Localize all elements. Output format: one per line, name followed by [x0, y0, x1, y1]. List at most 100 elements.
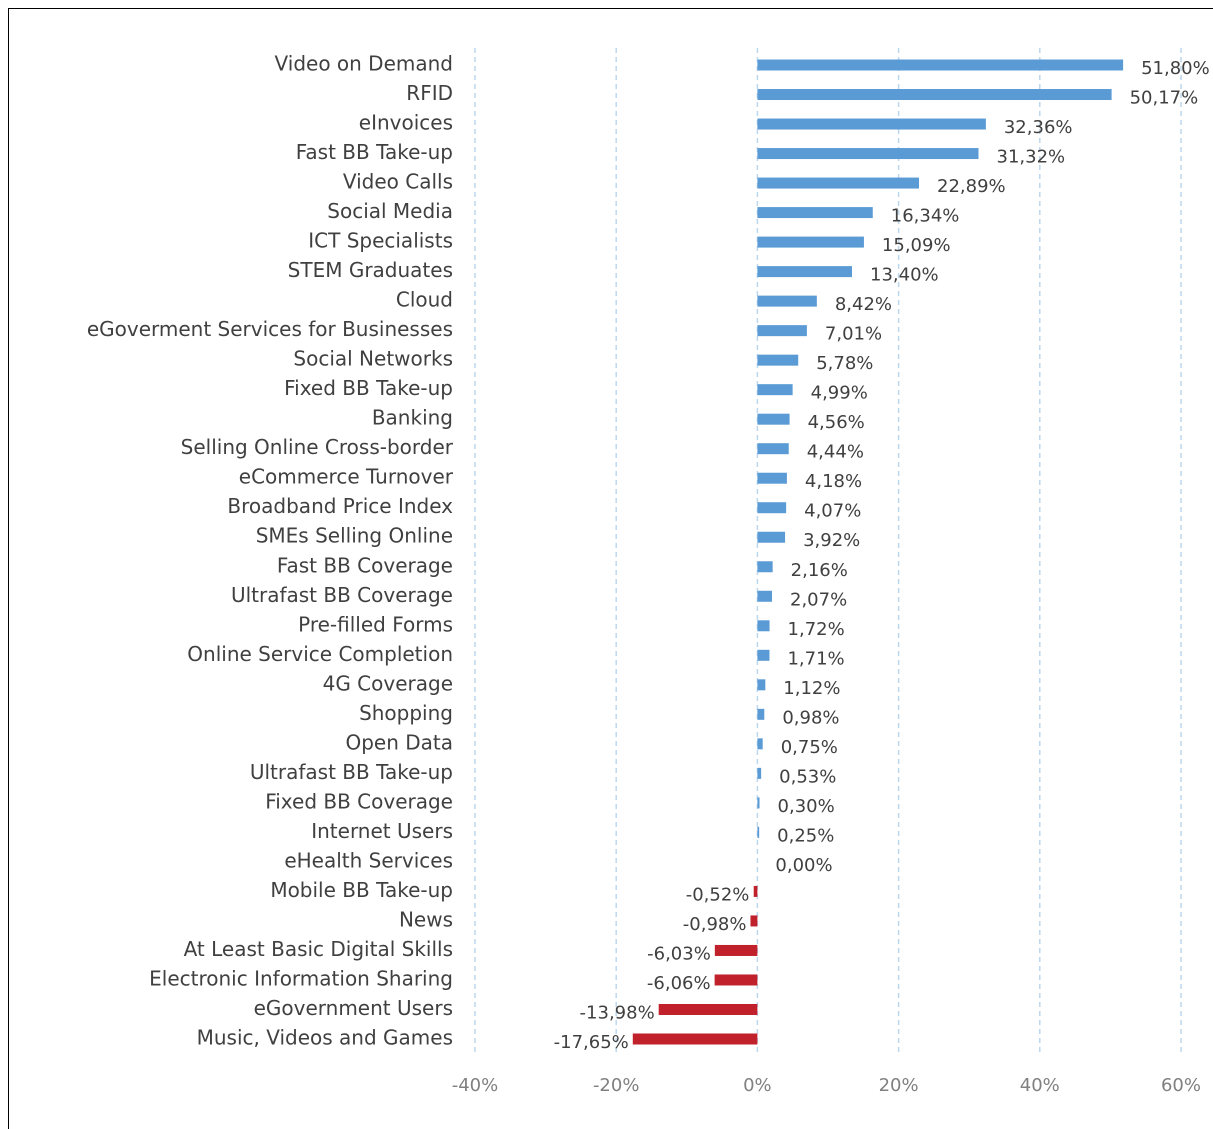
- value-label: 0,30%: [778, 796, 835, 817]
- value-label: 5,78%: [816, 353, 873, 374]
- value-label: 32,36%: [1004, 117, 1073, 138]
- y-tick-label: Mobile BB Take-up: [270, 878, 453, 902]
- bar: [714, 944, 758, 956]
- y-tick-label: Open Data: [345, 730, 453, 754]
- bar: [757, 266, 853, 278]
- bar: [658, 1003, 758, 1015]
- value-label: -6,06%: [647, 973, 711, 994]
- bar: [757, 354, 799, 366]
- y-tick-label: Social Media: [327, 199, 453, 223]
- x-tick-label: 60%: [1161, 1075, 1201, 1096]
- bar: [750, 915, 758, 927]
- value-label: 0,75%: [781, 737, 838, 758]
- y-tick-label: Internet Users: [311, 819, 453, 843]
- value-label: 50,17%: [1130, 88, 1199, 109]
- bar: [632, 1033, 758, 1045]
- bar: [757, 177, 920, 189]
- bar: [757, 59, 1124, 71]
- y-tick-label: Pre-filled Forms: [298, 612, 453, 636]
- y-tick-label: Social Networks: [293, 347, 453, 371]
- value-label: 13,40%: [870, 265, 939, 286]
- bar: [757, 738, 763, 750]
- bar: [757, 826, 760, 838]
- bar: [757, 708, 765, 720]
- y-tick-label: Music, Videos and Games: [197, 1026, 453, 1050]
- bar: [757, 767, 762, 779]
- x-tick-label: 20%: [879, 1075, 919, 1096]
- value-label: 8,42%: [835, 294, 892, 315]
- bar: [757, 561, 773, 573]
- bar: [757, 118, 986, 130]
- value-label: 2,16%: [791, 560, 848, 581]
- bar: [757, 207, 873, 219]
- y-tick-label: Video Calls: [343, 170, 453, 194]
- y-tick-label: RFID: [406, 81, 453, 105]
- y-tick-label: Shopping: [359, 701, 453, 725]
- y-tick-label: Fixed BB Coverage: [265, 789, 453, 813]
- x-tick-label: 0%: [743, 1075, 772, 1096]
- bar: [714, 974, 758, 986]
- y-tick-label: eGovernment Users: [254, 996, 453, 1020]
- value-label: 4,44%: [807, 442, 864, 463]
- y-tick-label: Selling Online Cross-border: [181, 435, 454, 459]
- bar: [757, 295, 817, 307]
- bar: [757, 325, 807, 337]
- bar: [757, 236, 864, 248]
- bar: [757, 384, 793, 396]
- value-label: 4,99%: [811, 383, 868, 404]
- value-label: 1,12%: [783, 678, 840, 699]
- bar: [753, 885, 758, 897]
- x-tick-label: 40%: [1020, 1075, 1060, 1096]
- value-label: 22,89%: [937, 176, 1006, 197]
- y-tick-label: Fixed BB Take-up: [284, 376, 453, 400]
- y-tick-label: eHealth Services: [284, 848, 453, 872]
- y-tick-label: STEM Graduates: [288, 258, 453, 282]
- value-label: 4,56%: [808, 412, 865, 433]
- value-label: 1,72%: [788, 619, 845, 640]
- value-label: 15,09%: [882, 235, 951, 256]
- value-label: 2,07%: [790, 589, 847, 610]
- y-tick-label: Broadband Price Index: [227, 494, 453, 518]
- value-label: -0,52%: [686, 884, 750, 905]
- y-tick-label: 4G Coverage: [323, 671, 453, 695]
- bar: [757, 649, 770, 661]
- bar: [757, 679, 766, 691]
- value-label: 7,01%: [825, 324, 882, 345]
- y-tick-label: Banking: [372, 406, 453, 430]
- y-tick-label: eGoverment Services for Businesses: [87, 317, 453, 341]
- y-tick-label: Cloud: [396, 288, 453, 312]
- y-tick-label: News: [399, 907, 453, 931]
- bar: [757, 531, 786, 543]
- x-tick-label: -40%: [452, 1075, 499, 1096]
- y-tick-label: Online Service Completion: [187, 642, 453, 666]
- y-tick-label: Video on Demand: [275, 52, 453, 76]
- value-label: 31,32%: [997, 147, 1066, 168]
- value-label: 4,07%: [804, 501, 861, 522]
- value-label: 0,98%: [782, 707, 839, 728]
- bar: [757, 502, 787, 514]
- x-tick-label: -20%: [593, 1075, 640, 1096]
- value-label: 3,92%: [803, 530, 860, 551]
- y-tick-label: Fast BB Take-up: [296, 140, 453, 164]
- bar: [757, 590, 773, 602]
- y-tick-label: Electronic Information Sharing: [149, 966, 453, 990]
- value-label: 51,80%: [1141, 58, 1210, 79]
- y-tick-label: Ultrafast BB Take-up: [250, 760, 453, 784]
- value-label: 0,00%: [775, 855, 832, 876]
- y-tick-label: eInvoices: [359, 111, 453, 135]
- bar: [757, 148, 979, 160]
- y-tick-label: At Least Basic Digital Skills: [184, 937, 453, 961]
- value-label: 1,71%: [787, 648, 844, 669]
- bar: [757, 443, 789, 455]
- bar: [757, 413, 790, 425]
- value-label: -0,98%: [683, 914, 747, 935]
- bar: [757, 797, 760, 809]
- value-label: 4,18%: [805, 471, 862, 492]
- value-label: -17,65%: [554, 1032, 629, 1053]
- y-tick-label: SMEs Selling Online: [256, 524, 453, 548]
- value-label: 16,34%: [891, 206, 960, 227]
- y-tick-label: Fast BB Coverage: [277, 553, 453, 577]
- y-tick-label: Ultrafast BB Coverage: [231, 583, 453, 607]
- bar: [757, 620, 770, 632]
